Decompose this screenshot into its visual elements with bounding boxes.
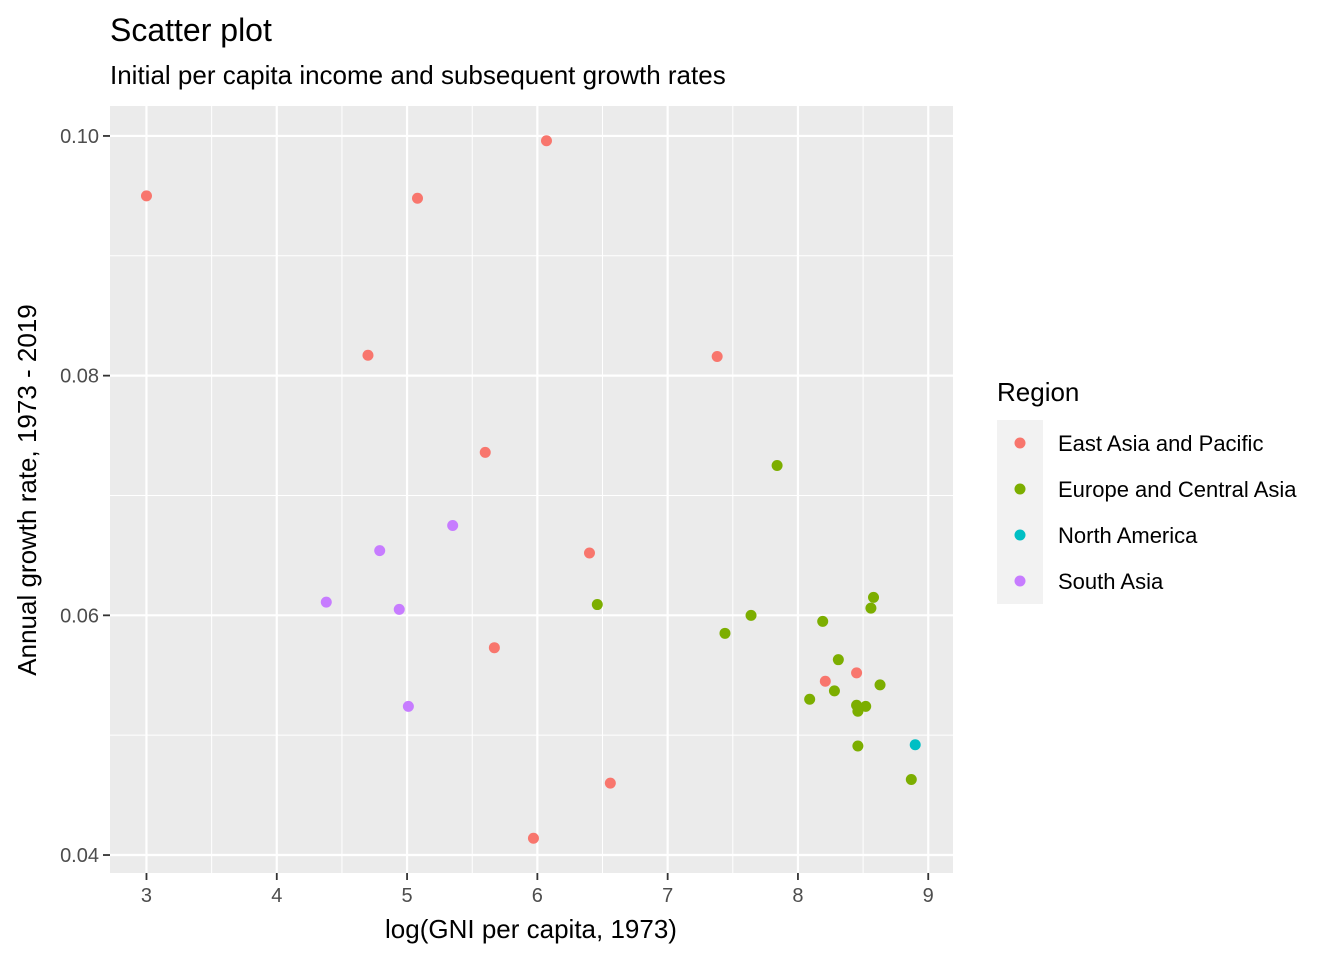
legend-title: Region xyxy=(997,377,1079,407)
legend: Region East Asia and Pacific Europe and C… xyxy=(997,377,1297,604)
data-point xyxy=(604,777,616,789)
legend-label: North America xyxy=(1058,523,1198,548)
data-point xyxy=(591,599,603,611)
data-point xyxy=(374,545,386,557)
data-point xyxy=(874,679,886,691)
chart-subtitle: Initial per capita income and subsequent… xyxy=(110,60,726,90)
data-point xyxy=(860,700,872,712)
y-axis: 0.04 0.06 0.08 0.10 xyxy=(60,126,110,867)
data-point xyxy=(447,519,459,531)
data-point xyxy=(488,642,500,654)
data-point xyxy=(540,135,552,147)
data-point xyxy=(851,667,863,679)
data-point xyxy=(140,190,152,202)
y-tick-label: 0.06 xyxy=(60,605,99,627)
chart-title: Scatter plot xyxy=(110,12,272,48)
plot-panel xyxy=(110,106,953,873)
data-point xyxy=(817,615,829,627)
x-tick-label: 6 xyxy=(532,885,543,907)
legend-key xyxy=(1014,483,1026,495)
data-point xyxy=(402,700,414,712)
x-axis-title: log(GNI per capita, 1973) xyxy=(385,914,677,944)
data-point xyxy=(804,693,816,705)
legend-label: Europe and Central Asia xyxy=(1058,477,1297,502)
data-point xyxy=(745,609,757,621)
data-point xyxy=(527,832,539,844)
minor-gridlines xyxy=(110,106,953,873)
data-point xyxy=(868,591,880,603)
data-point xyxy=(583,547,595,559)
y-axis-title: Annual growth rate, 1973 - 2019 xyxy=(12,304,42,675)
legend-key xyxy=(1014,529,1026,541)
data-point xyxy=(393,603,405,615)
major-gridlines xyxy=(110,106,953,873)
legend-key-background xyxy=(997,420,1043,604)
x-axis: 3 4 5 6 7 8 9 xyxy=(141,873,934,907)
data-points xyxy=(140,135,921,844)
data-point xyxy=(819,675,831,687)
data-point xyxy=(865,602,877,614)
y-tick-label: 0.10 xyxy=(60,126,99,148)
x-tick-label: 7 xyxy=(662,885,673,907)
data-point xyxy=(852,740,864,752)
data-point xyxy=(832,654,844,666)
data-point xyxy=(479,446,491,458)
data-point xyxy=(411,192,423,204)
x-tick-label: 8 xyxy=(792,885,803,907)
data-point xyxy=(719,627,731,639)
x-tick-label: 4 xyxy=(271,885,282,907)
data-point xyxy=(909,739,921,751)
data-point xyxy=(711,350,723,362)
x-tick-label: 9 xyxy=(923,885,934,907)
x-tick-label: 5 xyxy=(402,885,413,907)
y-tick-label: 0.08 xyxy=(60,366,99,388)
data-point xyxy=(362,349,374,361)
x-tick-label: 3 xyxy=(141,885,152,907)
legend-key xyxy=(1014,437,1026,449)
data-point xyxy=(320,596,332,608)
data-point xyxy=(828,685,840,697)
legend-label: South Asia xyxy=(1058,569,1164,594)
data-point xyxy=(771,460,783,472)
y-tick-label: 0.04 xyxy=(60,845,99,867)
legend-key xyxy=(1014,575,1026,587)
data-point xyxy=(905,774,917,786)
legend-label: East Asia and Pacific xyxy=(1058,431,1263,456)
